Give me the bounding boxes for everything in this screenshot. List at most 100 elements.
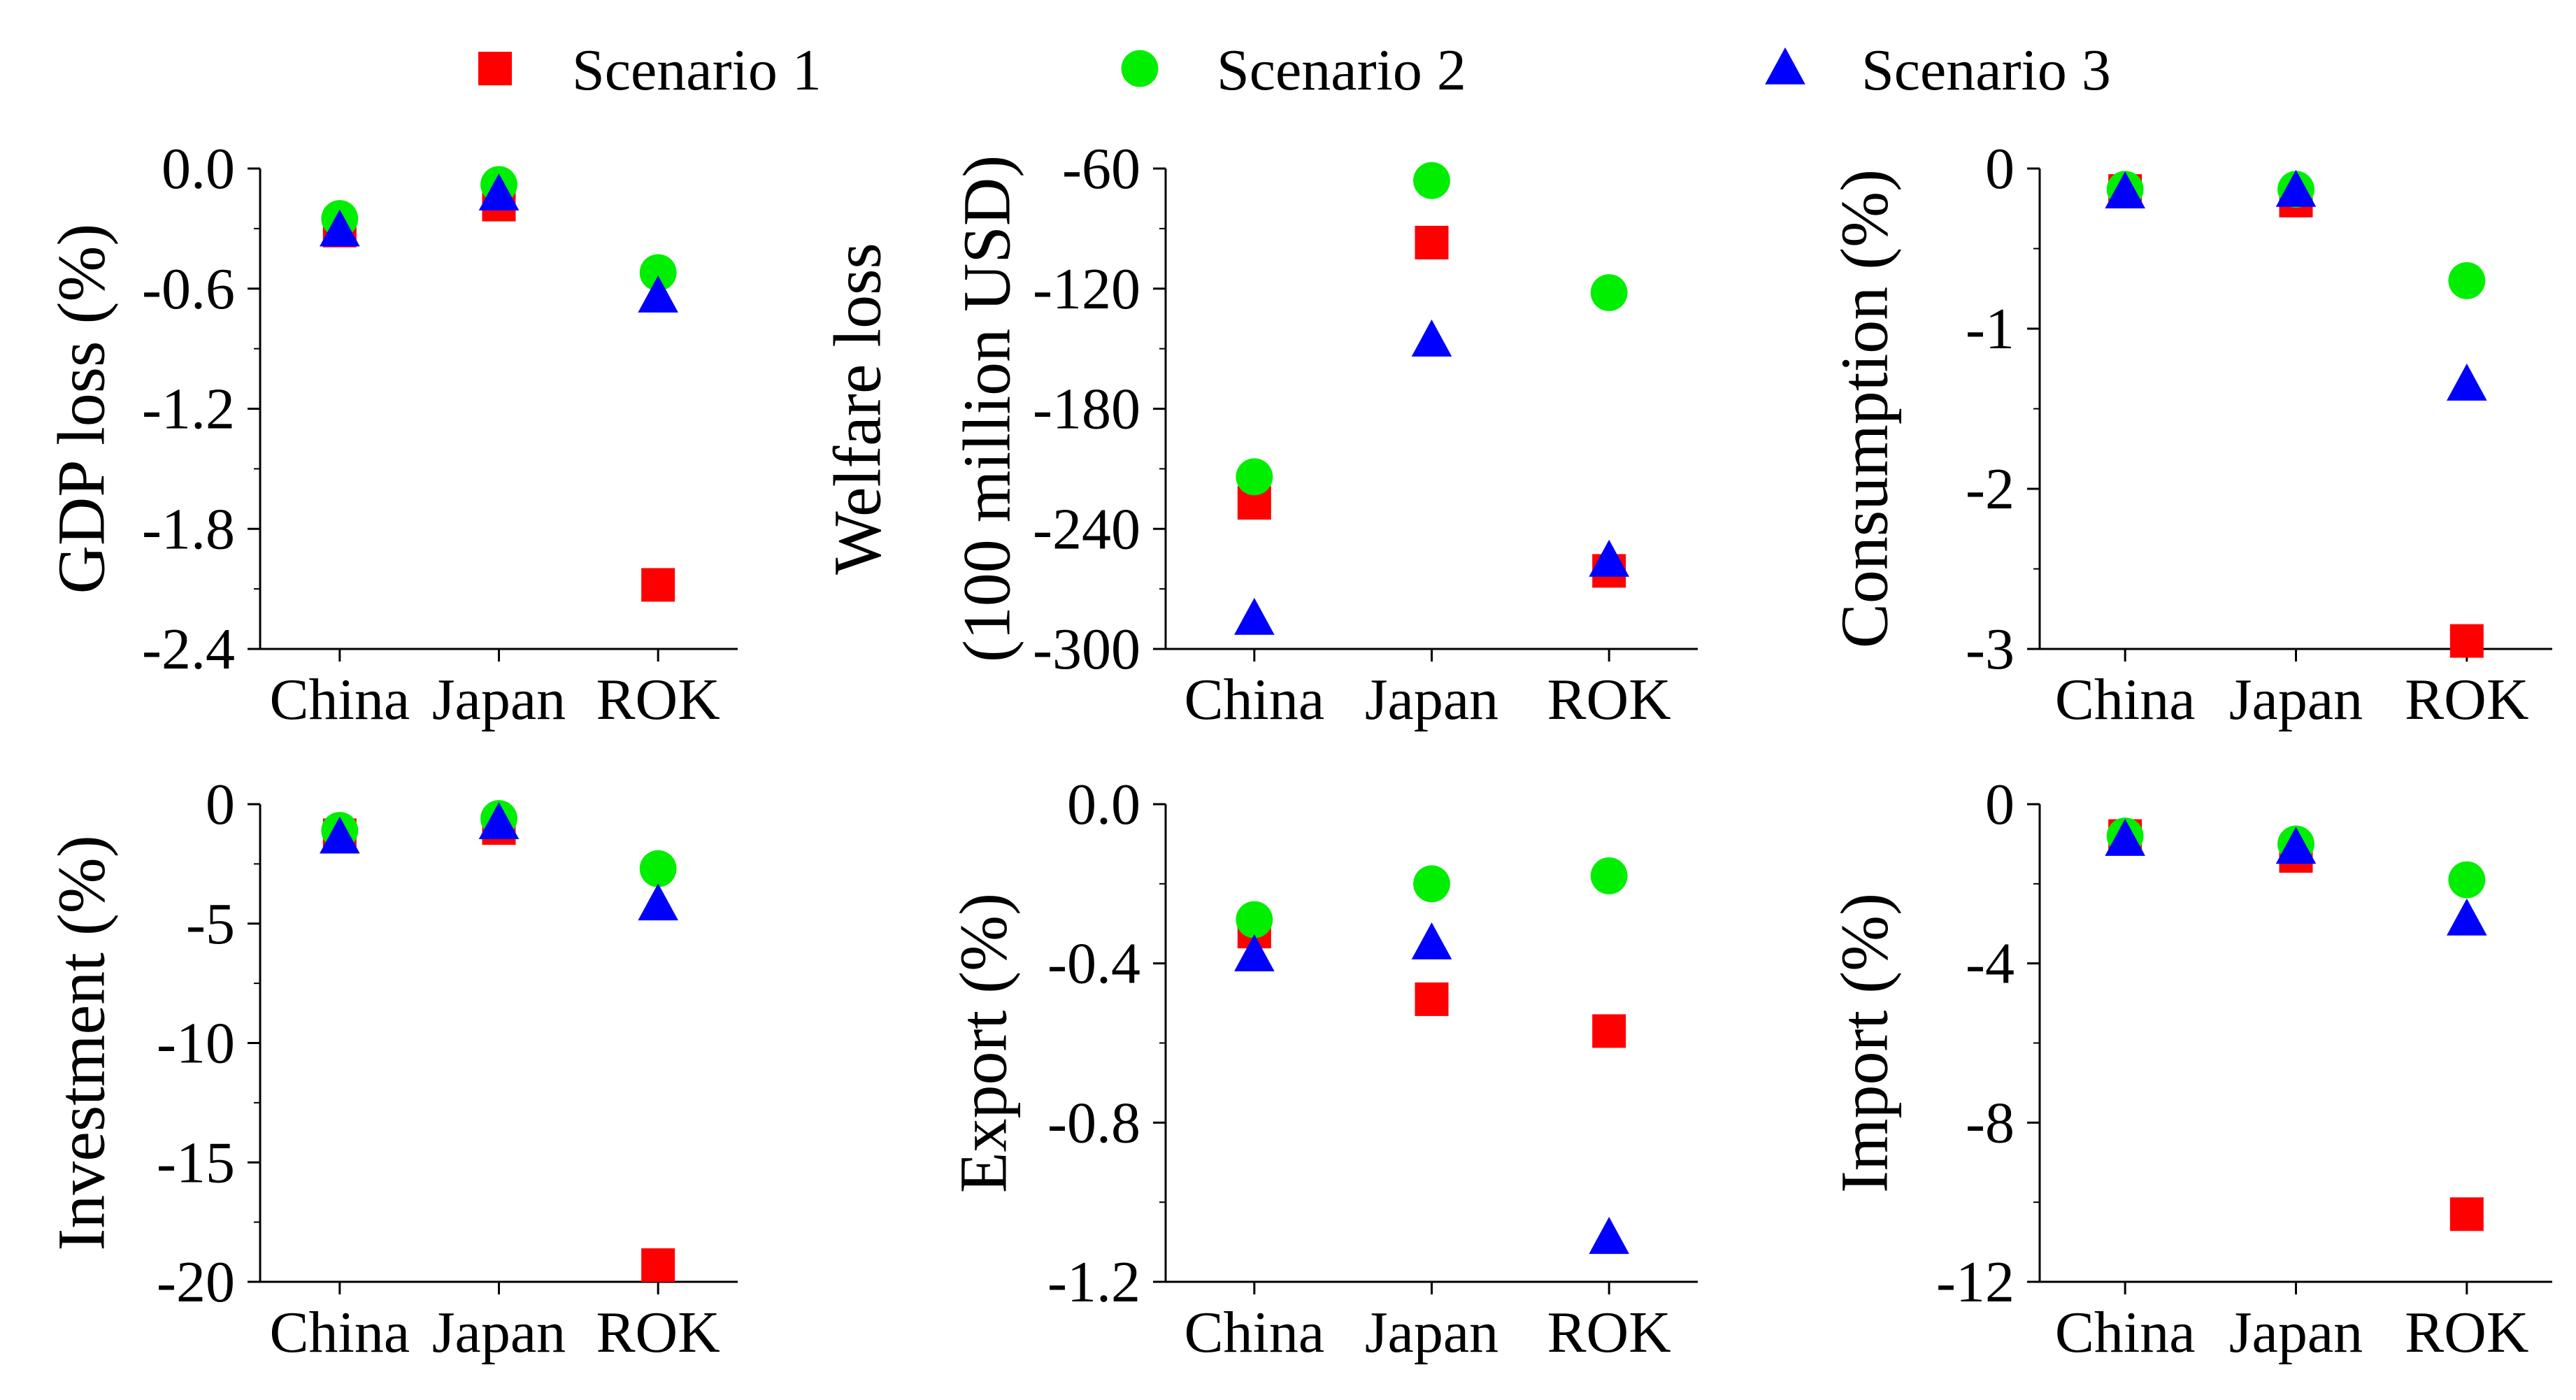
data-point-scenario-1-japan [1415, 982, 1449, 1016]
data-point-scenario-3-japan [2275, 169, 2317, 207]
data-point-scenario-1-rok [641, 1248, 675, 1283]
x-tick-label-china: China [270, 1300, 410, 1365]
y-axis-label: Export (%) [946, 893, 1021, 1193]
data-point-scenario-3-china [320, 209, 360, 247]
y-tick-label: -4 [1966, 931, 2015, 997]
data-point-scenario-3-japan [1411, 319, 1452, 357]
legend-label: Scenario 3 [1861, 38, 2111, 103]
data-point-scenario-3-japan [2275, 827, 2317, 864]
panel-import: 0 -4 -8 -12 China Japan ROK Import (%) [1827, 772, 2552, 1365]
y-tick-label: -3 [1966, 617, 2015, 682]
data-point-scenario-3-rok [2447, 898, 2487, 936]
x-tick-label-japan: Japan [1365, 667, 1498, 732]
x-tick-label-china: China [2055, 1300, 2196, 1365]
data-point-scenario-3-china [2105, 171, 2145, 209]
data-point-scenario-3-rok [638, 883, 678, 921]
x-tick-label-rok: ROK [596, 667, 720, 732]
y-axis-label: Investment (%) [44, 835, 119, 1250]
data-point-scenario-2-rok [639, 850, 677, 887]
legend-item-scenario-3: Scenario 3 [1765, 38, 2111, 103]
y-axis-label: Welfare loss [820, 243, 895, 575]
data-point-scenario-1-rok [2449, 1197, 2484, 1231]
y-axis-label: Import (%) [1827, 893, 1902, 1193]
x-tick-label-japan: Japan [432, 667, 566, 732]
data-point-scenario-2-china [1236, 458, 1273, 496]
x-tick-label-china: China [1185, 1300, 1325, 1365]
legend-marker-triangle [1765, 47, 1805, 85]
x-tick-label-rok: ROK [1547, 667, 1670, 732]
y-tick-label: -1 [1966, 297, 2015, 362]
y-tick-label: 0.0 [1067, 772, 1140, 837]
data-point-scenario-1-rok [1592, 1014, 1626, 1048]
data-point-scenario-3-china [320, 816, 360, 854]
y-tick-label: -2 [1966, 457, 2015, 522]
y-tick-label: -0.6 [142, 257, 235, 322]
data-point-scenario-3-rok [2447, 363, 2487, 401]
y-tick-label: 0 [206, 772, 235, 837]
data-point-scenario-3-china [1234, 934, 1275, 971]
data-point-scenario-1-rok [2449, 624, 2484, 658]
data-point-scenario-3-japan [478, 173, 520, 210]
x-tick-label-japan: Japan [432, 1300, 566, 1365]
panels: 0.0 -0.6 -1.2 -1.8 -2.4 China Japan ROK GDP loss… [44, 136, 2552, 1365]
data-point-scenario-2-rok [1590, 274, 1628, 311]
panel-gdp-loss: 0.0 -0.6 -1.2 -1.8 -2.4 China Japan ROK GDP loss… [44, 136, 738, 732]
data-point-scenario-2-china [1236, 901, 1273, 938]
y-tick-label: -2.4 [142, 617, 235, 682]
data-point-scenario-2-rok [2448, 861, 2486, 899]
data-point-scenario-2-japan [1413, 865, 1450, 903]
y-tick-label: -240 [1033, 497, 1140, 562]
y-tick-label: -15 [157, 1130, 235, 1195]
data-point-scenario-2-rok [1590, 857, 1628, 894]
y-tick-label: -300 [1033, 617, 1140, 682]
x-tick-label-rok: ROK [596, 1300, 720, 1365]
x-tick-label-rok: ROK [1547, 1300, 1670, 1365]
y-tick-label: -12 [1936, 1250, 2015, 1315]
legend: Scenario 1 Scenario 2 Scenario 3 [478, 38, 2111, 103]
y-tick-label: -60 [1062, 136, 1140, 201]
y-tick-label: -120 [1033, 257, 1140, 322]
x-tick-label-japan: Japan [1365, 1300, 1498, 1365]
legend-item-scenario-2: Scenario 2 [1121, 38, 1466, 103]
y-tick-label: -0.8 [1047, 1090, 1140, 1155]
legend-marker-circle [1121, 50, 1159, 87]
legend-label: Scenario 1 [572, 38, 822, 103]
y-tick-label: -180 [1033, 377, 1140, 442]
y-axis-label: (100 million USD) [950, 155, 1024, 662]
x-tick-label-japan: Japan [2229, 1300, 2363, 1365]
y-axis-label: Consumption (%) [1827, 169, 1902, 648]
legend-item-scenario-1: Scenario 1 [478, 38, 822, 103]
data-point-scenario-3-china [1234, 597, 1275, 635]
legend-label: Scenario 2 [1217, 38, 1466, 103]
y-tick-label: 0 [1985, 136, 2015, 201]
y-tick-label: -1.2 [1047, 1250, 1140, 1315]
data-point-scenario-3-rok [638, 275, 678, 313]
panel-welfare-loss-100-million-usd: -60 -120 -180 -240 -300 China Japan ROK Welfare … [820, 136, 1698, 732]
data-point-scenario-3-china [2105, 818, 2145, 856]
data-point-scenario-3-rok [1589, 1217, 1629, 1255]
x-tick-label-rok: ROK [2405, 667, 2528, 732]
data-point-scenario-3-rok [1589, 539, 1629, 577]
data-point-scenario-1-japan [1415, 225, 1449, 259]
y-tick-label: -1.2 [142, 377, 235, 442]
legend-marker-square [478, 52, 512, 85]
y-tick-label: -20 [157, 1250, 235, 1315]
y-tick-label: -10 [157, 1011, 235, 1076]
y-tick-label: -0.4 [1047, 931, 1140, 997]
y-tick-label: -1.8 [142, 497, 235, 562]
panel-export: 0.0 -0.4 -0.8 -1.2 China Japan ROK Export (%) [946, 772, 1698, 1365]
y-axis-label: GDP loss (%) [44, 224, 119, 594]
data-point-scenario-2-japan [1413, 162, 1450, 199]
x-tick-label-rok: ROK [2405, 1300, 2528, 1365]
x-tick-label-japan: Japan [2229, 667, 2363, 732]
data-point-scenario-3-japan [478, 802, 520, 839]
y-tick-label: -5 [186, 892, 235, 957]
data-point-scenario-3-japan [1411, 922, 1452, 959]
y-tick-label: 0.0 [162, 136, 235, 201]
data-point-scenario-2-rok [639, 254, 677, 292]
data-point-scenario-1-rok [641, 568, 675, 602]
panel-consumption: 0 -1 -2 -3 China Japan ROK Consumption (%) [1827, 136, 2552, 732]
data-point-scenario-2-rok [2448, 262, 2486, 299]
x-tick-label-china: China [270, 667, 410, 732]
